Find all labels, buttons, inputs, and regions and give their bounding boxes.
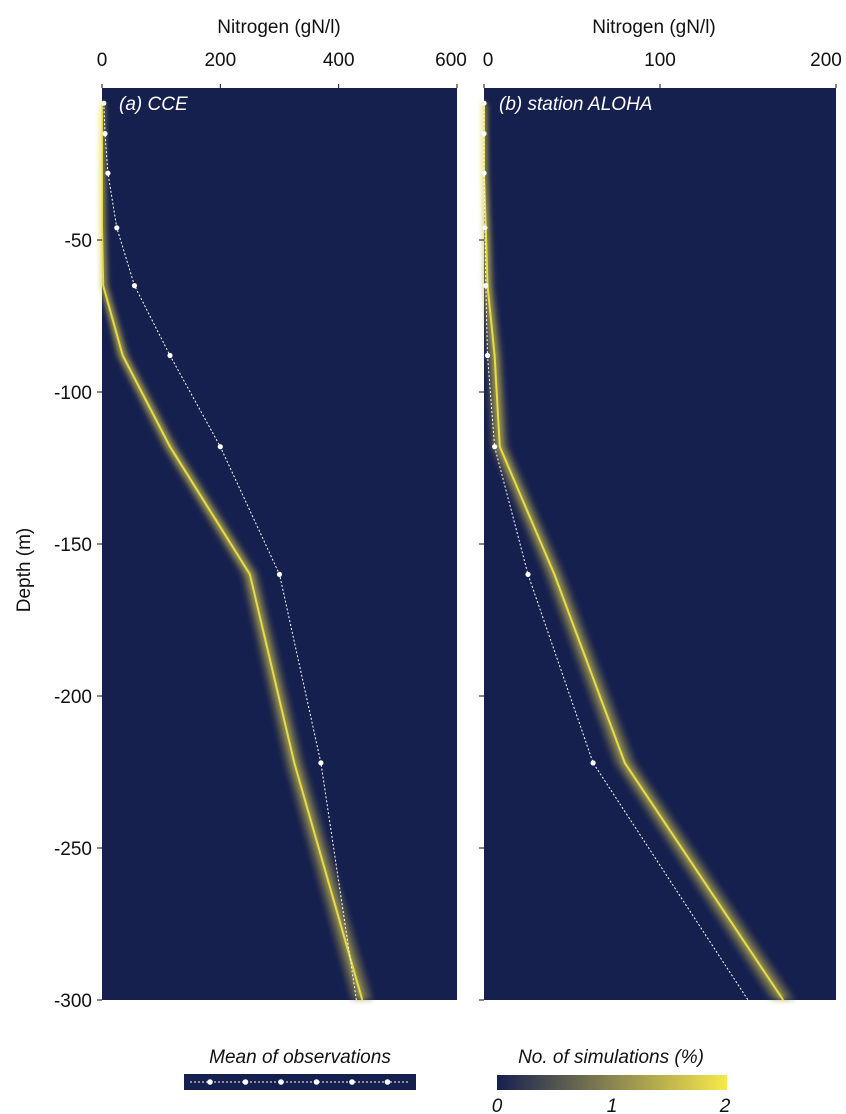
observation-point <box>167 352 173 359</box>
x-axis-title-a: Nitrogen (gN/l) <box>217 17 341 38</box>
ensemble-core-line <box>101 103 364 1001</box>
ensemble-core-a <box>100 103 365 1001</box>
observation-point <box>483 283 489 289</box>
legend-observations-markers <box>190 1079 410 1085</box>
colorbar-label: No. of simulations (%) <box>518 1047 704 1068</box>
colorbar-tick: 1 <box>607 1096 618 1114</box>
legend-observations: Mean of observations <box>184 1047 416 1090</box>
y-tick-label: -100 <box>54 383 92 404</box>
legend-observations-label: Mean of observations <box>209 1047 391 1068</box>
x-tick-label: 200 <box>204 50 236 71</box>
panel-label-b: (b) station ALOHA <box>499 94 652 115</box>
legend-observation-point <box>242 1079 249 1085</box>
x-tick-label: 400 <box>323 50 355 71</box>
y-tick-label: -50 <box>65 231 92 252</box>
observation-point <box>101 100 107 106</box>
x-tick-label: 100 <box>644 50 676 71</box>
observation-point <box>114 225 120 231</box>
legend-colorbar: No. of simulations (%) 0 1 2 <box>492 1047 731 1114</box>
panel-label-a: (a) CCE <box>119 94 188 115</box>
x-axis-title-b: Nitrogen (gN/l) <box>592 17 716 38</box>
observation-point <box>217 444 223 450</box>
x-tick-label: 600 <box>435 50 467 71</box>
y-ticks-a: -50 -100 -150 -200 -250 -300 <box>54 231 102 1012</box>
observation-line-b <box>481 100 749 1001</box>
plot-area-a <box>102 88 457 1000</box>
y-tick-label: -200 <box>54 687 92 708</box>
colorbar-tick: 0 <box>492 1096 503 1114</box>
observation-point <box>102 131 108 137</box>
panel-aloha: Nitrogen (gN/l) 0 100 200 (b) station ALOH… <box>479 17 842 1002</box>
y-tick-label: -250 <box>54 839 92 860</box>
observation-point <box>481 100 487 106</box>
colorbar <box>497 1075 727 1090</box>
x-ticks-b: 0 100 200 <box>483 50 842 88</box>
observation-point <box>131 283 138 289</box>
observation-point <box>481 131 487 137</box>
legend-observation-point <box>313 1079 320 1085</box>
x-ticks-a: 0 200 400 600 <box>97 50 467 88</box>
legend-observation-point <box>384 1079 391 1085</box>
x-tick-label: 200 <box>810 50 842 71</box>
observation-point <box>105 170 111 176</box>
observation-point <box>482 225 488 231</box>
observation-point <box>318 760 324 766</box>
panel-cce: Nitrogen (gN/l) 0 200 400 600 -50 -100 -150 -2… <box>54 17 467 1012</box>
y-tick-label: -150 <box>54 535 92 556</box>
legend-observation-point <box>278 1079 284 1085</box>
observation-point <box>481 170 487 176</box>
x-tick-label: 0 <box>97 50 108 71</box>
observation-point <box>590 760 596 766</box>
y-tick-label: -300 <box>54 991 92 1012</box>
observation-point <box>525 571 531 578</box>
ensemble-core-b <box>482 103 785 1002</box>
y-ticks-b <box>479 239 484 1001</box>
x-tick-label: 0 <box>483 50 494 71</box>
observation-point <box>484 352 491 359</box>
observation-line <box>103 103 357 1001</box>
observation-point <box>492 444 498 450</box>
legend-observation-point <box>349 1079 355 1085</box>
observation-line <box>483 103 749 1001</box>
observation-line-a <box>101 100 357 1001</box>
colorbar-tick: 2 <box>719 1096 731 1114</box>
observation-point <box>276 571 283 578</box>
legend-observation-point <box>207 1079 213 1085</box>
ensemble-core-line <box>483 103 785 1001</box>
y-axis-title: Depth (m) <box>14 528 35 612</box>
